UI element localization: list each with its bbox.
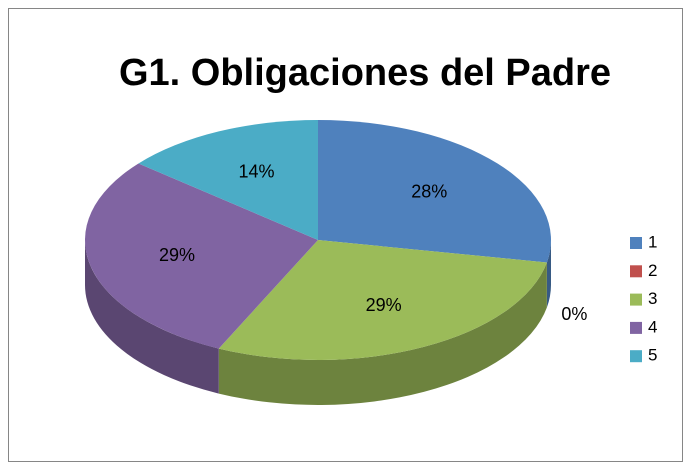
pie-slice	[318, 120, 551, 263]
legend-label: 5	[648, 346, 657, 365]
legend-label: 3	[648, 289, 657, 308]
pie-side	[85, 240, 219, 394]
legend-label: 2	[648, 261, 657, 280]
data-label: 29%	[366, 295, 402, 315]
legend-swatch	[630, 350, 642, 363]
legend-swatch	[630, 321, 642, 334]
chart-title: G1. Obligaciones del Padre	[119, 52, 611, 94]
data-label: 0%	[561, 304, 587, 324]
data-label: 14%	[238, 161, 274, 181]
data-label: 28%	[411, 181, 447, 201]
pie-slice	[138, 119, 318, 240]
legend-swatch	[630, 237, 642, 249]
legend-swatch	[630, 265, 642, 278]
pie-slice	[84, 163, 318, 349]
pie-side	[546, 240, 551, 308]
pie-slice	[218, 240, 547, 360]
data-label: 29%	[159, 245, 195, 265]
pie-side	[218, 262, 547, 406]
legend-label: 1	[648, 232, 657, 251]
legend-label: 4	[648, 317, 657, 336]
legend-swatch	[630, 293, 642, 306]
